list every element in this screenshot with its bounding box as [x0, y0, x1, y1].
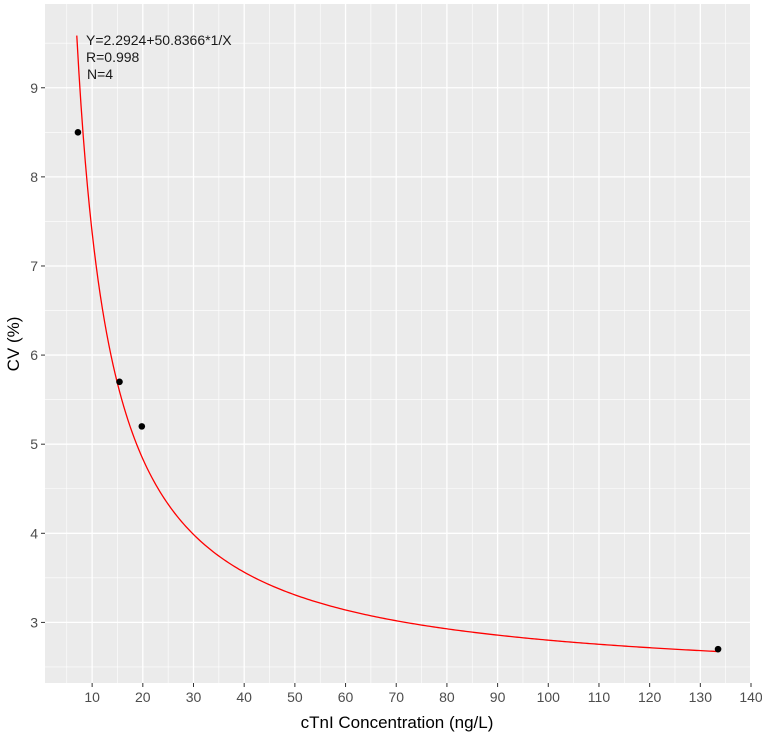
- annotation-r: R=0.998: [86, 49, 140, 65]
- x-tick-label: 60: [338, 689, 354, 705]
- data-points: [74, 129, 722, 653]
- data-point: [116, 378, 123, 386]
- x-tick-label: 20: [135, 689, 151, 705]
- y-tick-label: 7: [30, 258, 38, 274]
- x-tick-label: 10: [84, 689, 100, 705]
- annotation-equation: Y=2.2924+50.8366*1/X: [86, 32, 232, 48]
- y-axis-title: CV (%): [4, 317, 23, 372]
- major-gridlines: [45, 4, 752, 683]
- x-tick-label: 100: [537, 689, 561, 705]
- x-tick-label: 110: [588, 689, 611, 705]
- annotation-n: N=4: [87, 66, 113, 82]
- x-tick-label: 130: [689, 689, 713, 705]
- x-tick-label: 40: [236, 689, 252, 705]
- x-tick-label: 80: [439, 689, 455, 705]
- y-tick-label: 5: [30, 436, 38, 452]
- fit-curve: [76, 35, 719, 653]
- y-axis-ticks: 3 4 5 6 7 8 9: [30, 80, 45, 630]
- y-tick-label: 3: [30, 614, 38, 630]
- data-point: [138, 423, 146, 430]
- data-point: [714, 645, 722, 653]
- x-axis-ticks: 10 20 30 40 50 60 70 80 90 100 110 120 130 140: [84, 683, 762, 705]
- y-tick-label: 6: [30, 347, 38, 363]
- x-tick-label: 140: [739, 689, 762, 705]
- data-point: [74, 129, 82, 136]
- x-tick-label: 90: [490, 689, 506, 705]
- x-axis-title: cTnI Concentration (ng/L): [301, 713, 494, 732]
- y-tick-label: 4: [30, 525, 38, 541]
- y-tick-label: 8: [30, 169, 38, 185]
- y-tick-label: 9: [30, 80, 38, 96]
- x-tick-label: 70: [388, 689, 404, 705]
- plot-panel: [45, 4, 750, 683]
- x-tick-label: 120: [638, 689, 662, 705]
- x-tick-label: 50: [287, 689, 303, 705]
- x-tick-label: 30: [186, 689, 202, 705]
- minor-gridlines: [45, 4, 750, 683]
